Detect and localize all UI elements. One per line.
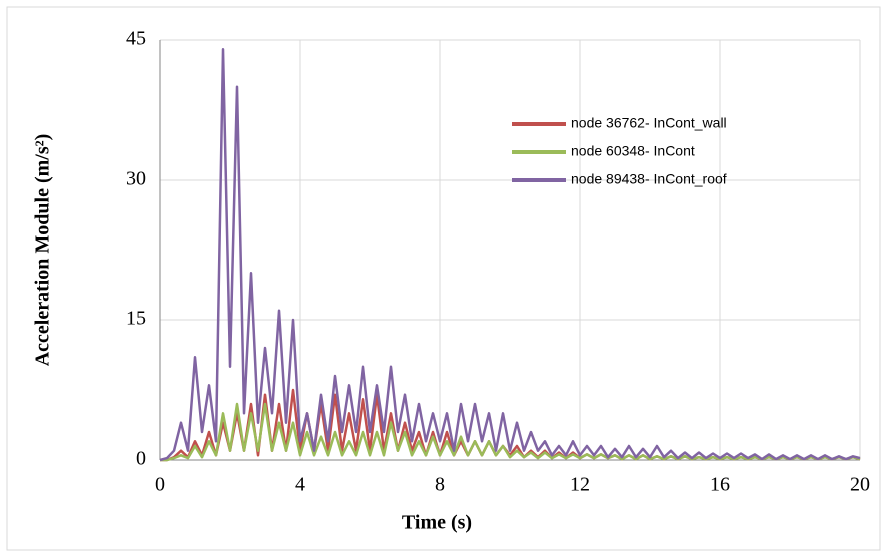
x-axis-label: Time (s) <box>402 512 472 534</box>
x-tick-label: 12 <box>570 474 590 496</box>
series-line <box>160 402 861 462</box>
y-tick-label: 30 <box>126 168 146 190</box>
x-tick-label: 8 <box>435 474 445 496</box>
legend-label: node 60348- InCont <box>571 143 695 159</box>
y-tick-label: 15 <box>126 308 146 330</box>
legend-label: node 36762- InCont_wall <box>571 115 727 131</box>
x-tick-label: 16 <box>710 474 730 496</box>
legend-label: node 89438- InCont_roof <box>571 171 727 187</box>
y-axis-label: Acceleration Module (m/s²) <box>32 134 54 367</box>
x-tick-label: 20 <box>850 474 870 496</box>
series-line <box>159 48 861 462</box>
y-tick-label: 45 <box>126 28 146 50</box>
x-tick-label: 4 <box>295 474 305 496</box>
x-tick-label: 0 <box>155 474 165 496</box>
y-tick-label: 0 <box>136 448 146 470</box>
